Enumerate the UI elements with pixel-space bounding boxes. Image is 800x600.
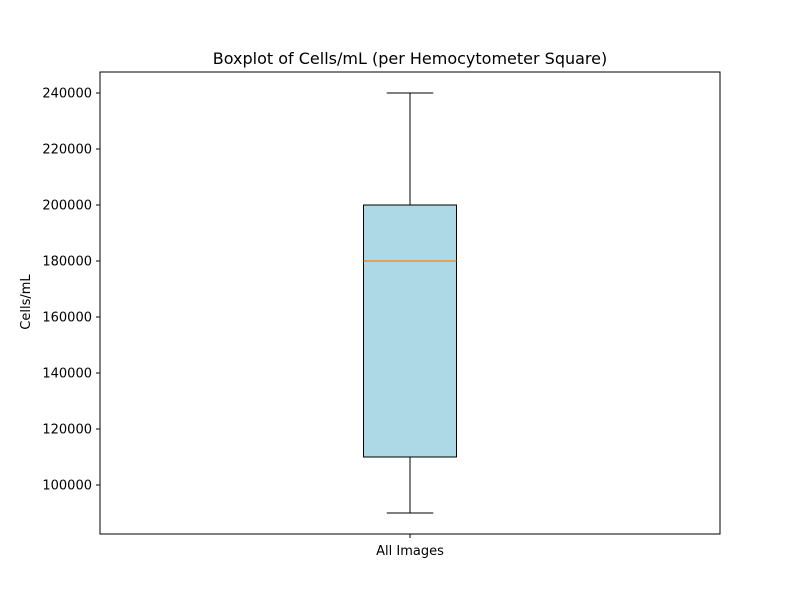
y-axis-label: Cells/mL	[19, 274, 34, 330]
y-tick-label: 100000	[42, 479, 92, 494]
y-tick-label: 160000	[42, 311, 92, 326]
y-tick-label: 220000	[42, 143, 92, 158]
plot-area: 100000 120000 140000 160000 180000 200000 2200…	[42, 87, 457, 559]
chart-title: Boxplot of Cells/mL (per Hemocytometer S…	[213, 49, 607, 68]
y-tick-label: 180000	[42, 255, 92, 270]
axes-frame	[99, 71, 721, 535]
y-tick-label: 200000	[42, 199, 92, 214]
x-tick-label: All Images	[376, 544, 444, 559]
iqr-box	[363, 204, 457, 458]
y-tick-label: 140000	[42, 367, 92, 382]
y-tick-label: 240000	[42, 87, 92, 102]
y-tick-label: 120000	[42, 423, 92, 438]
